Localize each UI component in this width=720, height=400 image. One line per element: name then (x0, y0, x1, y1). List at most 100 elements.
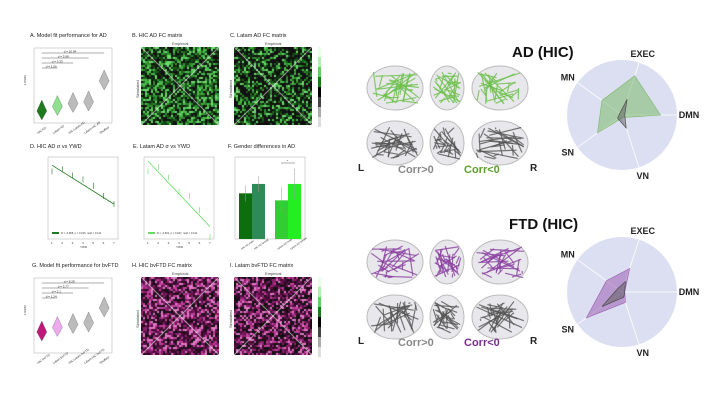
empirical-label: Empirical (265, 41, 282, 46)
brain-connection (506, 82, 510, 93)
brain-connection (455, 255, 460, 264)
x-tick-label: 4 (178, 241, 180, 245)
corr-neg-label: Corr<0 (464, 164, 500, 176)
x-tick-label: Shuffled (99, 355, 111, 365)
ftd-title: FTD (HIC) (509, 216, 579, 233)
effect-size-label: d = 1.24 (46, 294, 57, 298)
brain-connection (479, 128, 486, 139)
brain-connection (505, 250, 510, 254)
effect-size-label: d = 3.77 (58, 284, 69, 288)
brain-connection (375, 145, 391, 148)
brain-connection (498, 129, 506, 150)
violin-0 (36, 320, 47, 342)
brain-connection (379, 248, 417, 257)
brain-connection (434, 262, 450, 272)
brain-connection (439, 75, 445, 90)
brain-connection (453, 149, 460, 156)
brain-connection (438, 323, 455, 330)
right-label: R (530, 163, 538, 174)
panel-i-title: I. Latam bvFTD FC matrix (230, 263, 294, 269)
legend-swatch (52, 232, 59, 234)
brain-connection (395, 147, 417, 158)
x-tick-label: 1 (147, 241, 149, 245)
brain-connection (479, 318, 482, 321)
violin-3 (83, 90, 94, 112)
x-tick-label: 3 (168, 241, 170, 245)
brain-connection (408, 247, 414, 277)
brain-connection (488, 93, 514, 102)
brain-connection (403, 128, 414, 153)
simulated-label: Simulated (228, 80, 233, 98)
brain-connection (433, 128, 452, 149)
brain-connection (397, 310, 406, 331)
brain-connection (375, 141, 390, 145)
colorbar-segment (318, 287, 321, 297)
bar-2 (275, 200, 288, 239)
brain-connection (498, 140, 504, 156)
brain-connection (432, 86, 444, 95)
brain-connection (511, 273, 522, 278)
brain-connection (383, 90, 388, 102)
colorbar-segment (318, 67, 321, 77)
brain-connection (497, 91, 514, 99)
radar-series-corr-neg (597, 75, 662, 134)
fc-matrix-latam-bvftd (234, 277, 312, 355)
brain-connection (440, 300, 453, 309)
brain-connection (383, 275, 413, 278)
brain-connection (490, 75, 498, 83)
x-tick-label: 7 (209, 241, 211, 245)
brain-connection (385, 96, 400, 99)
brain-connection (499, 89, 519, 96)
brain-connection (402, 79, 409, 103)
brain-connection (441, 253, 447, 265)
brain-connection (383, 151, 398, 155)
simulated-label: Simulated (228, 310, 233, 328)
colorbar-segment (318, 47, 321, 57)
legend-label: R = -0.631, p = 0.027, rsq2 = 0.114 (157, 231, 198, 235)
brain-connection (404, 140, 414, 157)
brain-connection (436, 77, 440, 80)
brain-connection (440, 148, 456, 154)
brain-connection (434, 80, 450, 100)
brain-connection (441, 306, 458, 314)
x-tick-label: HIC AD male (240, 239, 255, 251)
fc-matrix-hic-bvftd (141, 277, 219, 355)
brain-connection (481, 272, 493, 279)
brain-connection (489, 140, 520, 145)
brain-connection (435, 246, 459, 251)
brain-connection (482, 73, 504, 104)
brain-connection (453, 73, 460, 103)
brain-connection (481, 247, 509, 263)
x-tick-label: 2 (157, 241, 159, 245)
brain-connection (443, 144, 449, 154)
x-tick-label: 5 (92, 241, 94, 245)
x-tick-label: 2 (61, 241, 63, 245)
x-tick-label: 3 (72, 241, 74, 245)
brain-connection (489, 248, 524, 252)
radar-axis-label: EXEC (630, 226, 655, 236)
panel-b-title: B. HIC AD FC matrix (132, 33, 183, 39)
brain-connection (487, 130, 524, 139)
left-label: L (358, 163, 365, 174)
panel-h-title: H. HIC bvFTD FC matrix (132, 263, 192, 269)
radar-axis-label: MN (561, 249, 575, 259)
colorbar-segment (318, 77, 321, 87)
brain-connection (494, 84, 499, 100)
simulated-label: Simulated (135, 310, 140, 328)
brain-connection (390, 312, 393, 323)
plot-frame (143, 156, 215, 240)
brain-connection (382, 75, 401, 98)
x-axis-label: YWD (80, 245, 88, 249)
brain-connection (436, 303, 445, 323)
brain-connection (482, 249, 515, 268)
radar-axis-label: EXEC (630, 49, 655, 59)
brain-connection (401, 87, 413, 92)
panel-a-title: A. Model fit performance for AD (30, 33, 107, 39)
y-axis-label: 1-SSIM (23, 75, 27, 86)
brain-connection (402, 311, 415, 333)
x-tick-label: HIC AD (36, 125, 47, 134)
plot-frame (47, 156, 119, 240)
bar-3 (288, 183, 301, 239)
effect-size-label: d = 3.33 (52, 59, 63, 63)
radar-axis-label: SN (562, 148, 575, 158)
